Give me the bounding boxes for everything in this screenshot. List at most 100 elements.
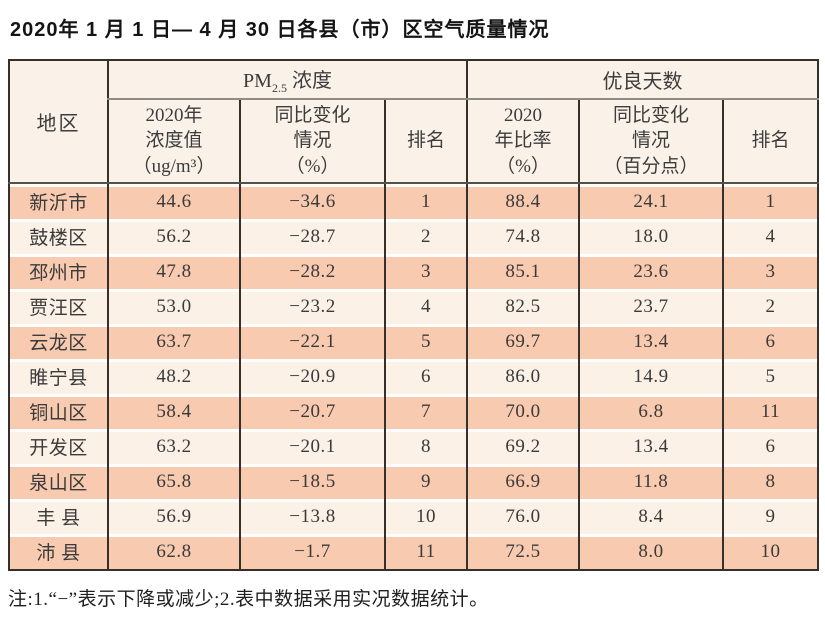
gd-change-header-line2: 情况 xyxy=(632,130,671,152)
pm-rank-column-header: 排名 xyxy=(383,99,468,184)
pm-rank-cell: 5 xyxy=(383,324,468,359)
gd-rank-cell: 4 xyxy=(722,219,819,254)
pm-change-cell: −20.7 xyxy=(239,394,385,429)
gd-ratio-cell: 72.5 xyxy=(466,534,580,570)
gd-rank-cell: 1 xyxy=(722,183,819,219)
pm-rank-cell: 4 xyxy=(383,289,468,324)
pm-rank-cell: 1 xyxy=(383,183,468,219)
region-cell: 铜山区 xyxy=(9,394,108,429)
pm-value-header-line2: 浓度值 xyxy=(145,130,203,152)
pm-value-cell: 44.6 xyxy=(107,183,240,219)
gd-ratio-cell: 66.9 xyxy=(466,464,580,499)
gd-ratio-cell: 74.8 xyxy=(466,219,580,254)
gd-change-column-header: 同比变化 情况 （百分点） xyxy=(578,99,724,184)
pm25-label: PM xyxy=(243,69,272,92)
region-cell: 开发区 xyxy=(9,429,108,464)
table-body: 新沂市 44.6 −34.6 1 88.4 24.1 1 鼓楼区 56.2 −2… xyxy=(9,183,819,570)
region-cell: 泉山区 xyxy=(9,464,108,499)
pm-change-cell: −18.5 xyxy=(239,464,385,499)
gd-ratio-cell: 69.7 xyxy=(466,324,580,359)
gd-change-cell: 8.4 xyxy=(578,499,724,534)
table-row: 丰 县 56.9 −13.8 10 76.0 8.4 9 xyxy=(9,499,819,534)
gd-change-cell: 24.1 xyxy=(578,183,724,219)
gd-change-cell: 23.7 xyxy=(578,289,724,324)
pm-value-column-header: 2020年 浓度值 （ug/m³） xyxy=(107,99,240,184)
pm-change-cell: −13.8 xyxy=(239,499,385,534)
pm-change-cell: −23.2 xyxy=(239,289,385,324)
pm-value-cell: 63.2 xyxy=(107,429,240,464)
gd-change-cell: 11.8 xyxy=(578,464,724,499)
region-cell: 鼓楼区 xyxy=(9,219,108,254)
pm-value-header-line1: 2020年 xyxy=(145,105,203,127)
pm-change-header-line2: 情况 xyxy=(293,130,332,152)
table-row: 云龙区 63.7 −22.1 5 69.7 13.4 6 xyxy=(9,324,819,359)
gd-rank-cell: 6 xyxy=(722,324,819,359)
gd-change-cell: 23.6 xyxy=(578,254,724,289)
table-row: 沛 县 62.8 −1.7 11 72.5 8.0 10 xyxy=(9,534,819,570)
pm25-label-suffix: 浓度 xyxy=(286,69,332,92)
gd-ratio-cell: 69.2 xyxy=(466,429,580,464)
pm-change-cell: −22.1 xyxy=(239,324,385,359)
pm-rank-cell: 10 xyxy=(383,499,468,534)
pm-change-header-line3: （%） xyxy=(285,155,340,177)
pm-value-cell: 48.2 xyxy=(107,359,240,394)
gd-rank-cell: 3 xyxy=(722,254,819,289)
gd-ratio-column-header: 2020 年比率 （%） xyxy=(466,99,580,184)
gd-ratio-cell: 82.5 xyxy=(466,289,580,324)
pm-change-cell: −28.2 xyxy=(239,254,385,289)
footnote: 注:1.“−”表示下降或减少;2.表中数据采用实况数据统计。 xyxy=(8,589,489,610)
gd-rank-cell: 11 xyxy=(722,394,819,429)
gd-rank-cell: 8 xyxy=(722,464,819,499)
gd-change-cell: 8.0 xyxy=(578,534,724,570)
pm-rank-cell: 11 xyxy=(383,534,468,570)
gd-ratio-header-line2: 年比率 xyxy=(494,130,552,152)
gd-ratio-cell: 70.0 xyxy=(466,394,580,429)
pm-rank-cell: 6 xyxy=(383,359,468,394)
table-row: 新沂市 44.6 −34.6 1 88.4 24.1 1 xyxy=(9,183,819,219)
air-quality-table: 地区 PM2.5 浓度 优良天数 2020年 浓度值 （ug/m³） 同比变化 … xyxy=(8,59,820,571)
pm-rank-cell: 9 xyxy=(383,464,468,499)
table-row: 泉山区 65.8 −18.5 9 66.9 11.8 8 xyxy=(9,464,819,499)
table-row: 贾汪区 53.0 −23.2 4 82.5 23.7 2 xyxy=(9,289,819,324)
region-cell: 沛 县 xyxy=(9,534,108,570)
gd-change-cell: 13.4 xyxy=(578,429,724,464)
gd-change-cell: 13.4 xyxy=(578,324,724,359)
gd-change-cell: 18.0 xyxy=(578,219,724,254)
region-cell: 贾汪区 xyxy=(9,289,108,324)
gd-rank-cell: 9 xyxy=(722,499,819,534)
region-cell: 丰 县 xyxy=(9,499,108,534)
table-row: 邳州市 47.8 −28.2 3 85.1 23.6 3 xyxy=(9,254,819,289)
table-row: 铜山区 58.4 −20.7 7 70.0 6.8 11 xyxy=(9,394,819,429)
region-column-header: 地区 xyxy=(9,60,108,184)
region-cell: 睢宁县 xyxy=(9,359,108,394)
pm25-group-header: PM2.5 浓度 xyxy=(106,60,468,100)
pm-value-cell: 65.8 xyxy=(107,464,240,499)
gd-change-header-line1: 同比变化 xyxy=(613,105,690,127)
table-row: 开发区 63.2 −20.1 8 69.2 13.4 6 xyxy=(9,429,819,464)
gd-ratio-header-line3: （%） xyxy=(496,155,550,177)
pm-rank-cell: 7 xyxy=(383,394,468,429)
gd-rank-column-header: 排名 xyxy=(722,99,819,184)
gd-ratio-cell: 86.0 xyxy=(466,359,580,394)
pm-change-column-header: 同比变化 情况 （%） xyxy=(239,99,385,184)
pm-value-cell: 53.0 xyxy=(107,289,240,324)
pm-value-cell: 47.8 xyxy=(107,254,240,289)
gd-rank-cell: 10 xyxy=(722,534,819,570)
pm-value-header-line3: （ug/m³） xyxy=(132,155,216,177)
page-title: 2020年 1 月 1 日— 4 月 30 日各县（市）区空气质量情况 xyxy=(10,19,550,41)
table-row: 睢宁县 48.2 −20.9 6 86.0 14.9 5 xyxy=(9,359,819,394)
gd-change-cell: 6.8 xyxy=(578,394,724,429)
pm-change-cell: −34.6 xyxy=(239,183,385,219)
pm-value-cell: 56.9 xyxy=(107,499,240,534)
gd-ratio-cell: 88.4 xyxy=(466,183,580,219)
region-cell: 云龙区 xyxy=(9,324,108,359)
region-cell: 邳州市 xyxy=(9,254,108,289)
pm-change-cell: −1.7 xyxy=(239,534,385,570)
pm-change-header-line1: 同比变化 xyxy=(274,105,351,127)
pm-rank-cell: 2 xyxy=(383,219,468,254)
gd-rank-cell: 5 xyxy=(722,359,819,394)
sub-header-row: 2020年 浓度值 （ug/m³） 同比变化 情况 （%） 排名 2020 年比… xyxy=(9,99,819,184)
gd-change-header-line3: （百分点） xyxy=(603,155,699,177)
pm-value-cell: 62.8 xyxy=(107,534,240,570)
